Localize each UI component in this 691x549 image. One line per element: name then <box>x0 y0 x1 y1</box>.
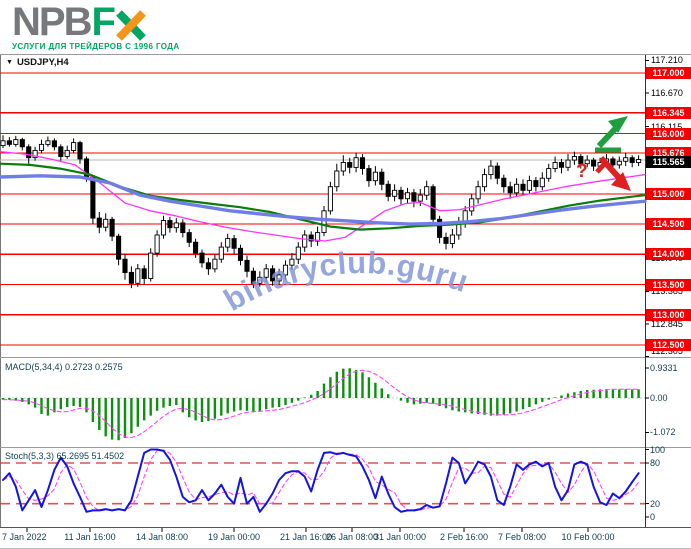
forecast-down-arrow: ? <box>576 155 631 191</box>
symbol-title-label: USDJPY,H4 <box>16 57 69 68</box>
brand-tagline: УСЛУГИ ДЛЯ ТРЕЙДЕРОВ С 1996 ГОДА <box>12 42 180 51</box>
svg-text:binaryclub.guru: binaryclub.guru <box>218 245 473 318</box>
svg-text:?: ? <box>576 161 588 182</box>
stoch-indicator-label: Stoch(5,3,3) 65.2695 51.4502 <box>5 451 125 461</box>
logo-x-icon <box>116 8 146 41</box>
logo-f-text: F <box>91 0 115 44</box>
macd-indicator-label: MACD(5,34,4) 0.2723 0.2575 <box>5 362 123 372</box>
npbfx-logo[interactable]: NPB F <box>12 2 180 42</box>
mt4-chart-window[interactable]: binaryclub.guru ? ▼ USDJPY,H4 MACD(5,34,… <box>0 54 691 549</box>
logo-npb-text: NPB <box>12 0 92 44</box>
symbol-title[interactable]: ▼ USDJPY,H4 <box>6 57 69 68</box>
brand-header: NPB F УСЛУГИ ДЛЯ ТРЕЙДЕРОВ С 1996 ГОДА <box>12 2 180 51</box>
symbol-dropdown-icon[interactable]: ▼ <box>6 59 13 66</box>
forecast-up-arrow <box>595 116 628 153</box>
